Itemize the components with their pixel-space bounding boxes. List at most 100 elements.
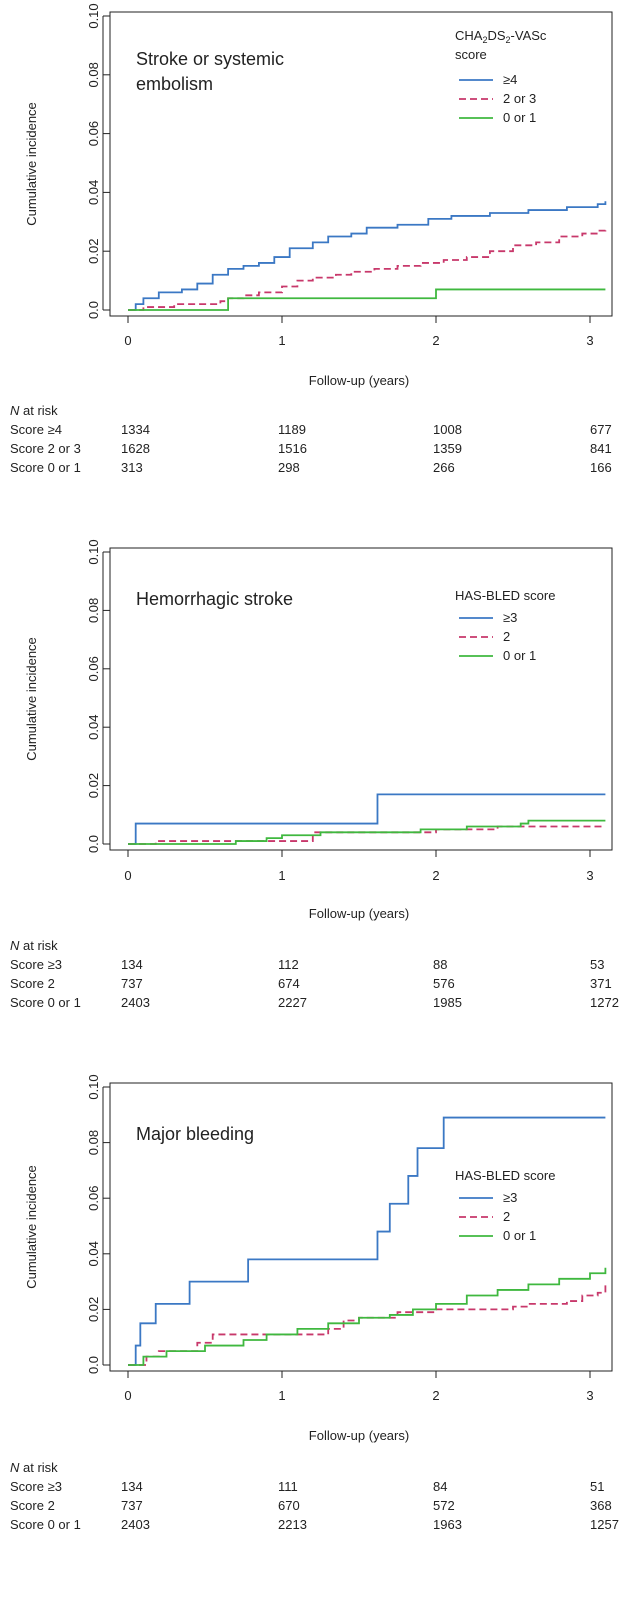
y-tick-label: 0.08 <box>86 62 101 87</box>
y-axis-label: Cumulative incidence <box>24 637 39 761</box>
x-tick-label: 0 <box>124 333 131 348</box>
plot-title: Hemorrhagic stroke <box>136 589 293 609</box>
legend-title: CHA2DS2-VASc <box>455 28 547 45</box>
y-tick-label: 0.08 <box>86 598 101 623</box>
risk-table-cell: 313 <box>121 460 143 475</box>
risk-table-cell: 53 <box>590 957 604 972</box>
y-tick-label: 0.06 <box>86 121 101 146</box>
x-tick-label: 2 <box>432 1388 439 1403</box>
legend-title: HAS-BLED score <box>455 588 555 603</box>
risk-table-cell: 737 <box>121 976 143 991</box>
risk-table-cell: 134 <box>121 957 143 972</box>
risk-table-cell: 1008 <box>433 422 462 437</box>
legend-title: HAS-BLED score <box>455 1168 555 1183</box>
risk-table-cell: 84 <box>433 1479 447 1494</box>
x-tick-label: 2 <box>432 333 439 348</box>
risk-table-cell: 677 <box>590 422 612 437</box>
y-tick-label: 0.10 <box>86 1074 101 1099</box>
risk-table-header: N at risk <box>10 403 58 418</box>
risk-table-cell: 1628 <box>121 441 150 456</box>
risk-table-cell: 670 <box>278 1498 300 1513</box>
y-tick-label: 0.06 <box>86 656 101 681</box>
risk-table-cell: 2213 <box>278 1517 307 1532</box>
series-line-3 <box>128 288 606 311</box>
risk-table-cell: 112 <box>278 957 299 972</box>
risk-table-cell: 298 <box>278 460 300 475</box>
x-axis-label: Follow-up (years) <box>309 906 409 921</box>
panel-2: 0.0 0.02 0.04 0.06 0.08 0.10 Cumulative incide… <box>10 539 619 1010</box>
panel-3: 0.0 0.02 0.04 0.06 0.08 0.10 Cumulative incide… <box>10 1074 619 1532</box>
risk-table-row-label: Score 2 <box>10 1498 55 1513</box>
plot-title: embolism <box>136 74 213 94</box>
panel-1: 0.0 0.02 0.04 0.06 0.08 0.10 Cumulative incide… <box>10 3 613 475</box>
risk-table-row-label: Score 0 or 1 <box>10 460 81 475</box>
legend-entry: ≥3 <box>503 1190 517 1205</box>
legend-entry: 0 or 1 <box>503 648 536 663</box>
risk-table-row-label: Score ≥4 <box>10 422 62 437</box>
legend-entry: 0 or 1 <box>503 110 536 125</box>
risk-table-cell: 737 <box>121 1498 143 1513</box>
risk-table-cell: 674 <box>278 976 300 991</box>
x-axis-label: Follow-up (years) <box>309 1428 409 1443</box>
y-tick-label: 0.0 <box>86 301 101 319</box>
series-line-3 <box>128 1267 607 1366</box>
risk-table-cell: 166 <box>590 460 612 475</box>
y-tick-label: 0.0 <box>86 1356 101 1374</box>
risk-table-cell: 1334 <box>121 422 150 437</box>
risk-table-cell: 88 <box>433 957 447 972</box>
y-axis-label: Cumulative incidence <box>24 1165 39 1289</box>
y-tick-label: 0.10 <box>86 539 101 564</box>
x-tick-label: 0 <box>124 868 131 883</box>
risk-table-cell: 1359 <box>433 441 462 456</box>
x-tick-label: 3 <box>586 1388 593 1403</box>
risk-table-row-label: Score 2 or 3 <box>10 441 81 456</box>
risk-table-cell: 1516 <box>278 441 307 456</box>
risk-table-header: N at risk <box>10 1460 58 1475</box>
risk-table-cell: 368 <box>590 1498 612 1513</box>
x-tick-label: 1 <box>278 333 285 348</box>
y-tick-label: 0.02 <box>86 773 101 798</box>
y-tick-label: 0.08 <box>86 1130 101 1155</box>
risk-table-row-label: Score 2 <box>10 976 55 991</box>
risk-table-cell: 51 <box>590 1479 604 1494</box>
x-axis-label: Follow-up (years) <box>309 373 409 388</box>
risk-table-cell: 576 <box>433 976 455 991</box>
legend-entry: 0 or 1 <box>503 1228 536 1243</box>
risk-table-cell: 1985 <box>433 995 462 1010</box>
x-tick-label: 1 <box>278 1388 285 1403</box>
risk-table-cell: 111 <box>278 1479 298 1494</box>
series-line-2 <box>128 825 606 845</box>
legend-entry: 2 or 3 <box>503 91 536 106</box>
y-tick-label: 0.02 <box>86 239 101 264</box>
legend-entry: 2 <box>503 629 510 644</box>
series-line-2 <box>128 1281 607 1366</box>
risk-table-cell: 2227 <box>278 995 307 1010</box>
plot-title: Major bleeding <box>136 1124 254 1144</box>
risk-table-header: N at risk <box>10 938 58 953</box>
x-tick-label: 1 <box>278 868 285 883</box>
y-tick-label: 0.04 <box>86 1241 101 1266</box>
series-line-3 <box>128 819 606 845</box>
y-tick-label: 0.04 <box>86 715 101 740</box>
risk-table-row-label: Score 0 or 1 <box>10 1517 81 1532</box>
x-tick-label: 0 <box>124 1388 131 1403</box>
x-tick-label: 3 <box>586 868 593 883</box>
y-tick-label: 0.04 <box>86 180 101 205</box>
risk-table-cell: 841 <box>590 441 612 456</box>
risk-table-cell: 1189 <box>278 422 306 437</box>
risk-table-cell: 1963 <box>433 1517 462 1532</box>
risk-table-row-label: Score ≥3 <box>10 957 62 972</box>
risk-table-cell: 1272 <box>590 995 619 1010</box>
x-tick-label: 2 <box>432 868 439 883</box>
risk-table-cell: 2403 <box>121 1517 150 1532</box>
series-line-1 <box>128 201 607 311</box>
legend-entry: ≥3 <box>503 610 517 625</box>
risk-table-cell: 1257 <box>590 1517 619 1532</box>
risk-table-cell: 2403 <box>121 995 150 1010</box>
risk-table-cell: 134 <box>121 1479 143 1494</box>
plot-title: Stroke or systemic <box>136 49 284 69</box>
legend-entry: 2 <box>503 1209 510 1224</box>
risk-table-cell: 266 <box>433 460 455 475</box>
series-line-1 <box>128 1116 606 1366</box>
